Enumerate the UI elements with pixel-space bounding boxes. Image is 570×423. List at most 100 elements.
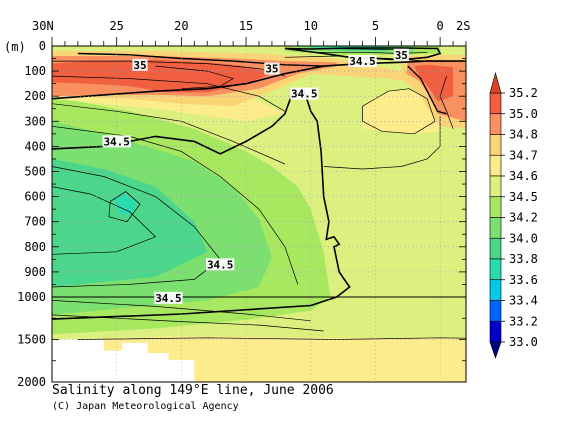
contour-thin-15 bbox=[323, 116, 441, 170]
x-tick-label: 2S bbox=[456, 19, 470, 33]
contour-label-bg bbox=[348, 55, 377, 68]
contour-lines bbox=[52, 47, 466, 340]
y-tick-label: 200 bbox=[24, 89, 46, 103]
credit-text: (C) Japan Meteorological Agency bbox=[52, 401, 239, 412]
contour-label: 34.5 bbox=[205, 258, 235, 271]
contour-label: 35 bbox=[264, 62, 280, 76]
x-tick-label: 15 bbox=[239, 19, 253, 33]
contour-label: 35 bbox=[393, 48, 409, 62]
x-tick-label: 5 bbox=[372, 19, 379, 33]
grid-lines bbox=[52, 46, 466, 382]
y-tick-label: 300 bbox=[24, 114, 46, 128]
contour-label: 34.5 bbox=[154, 291, 183, 305]
colorbar-label: 34.5 bbox=[509, 190, 538, 204]
colorbar-top-arrow bbox=[489, 71, 502, 94]
colorbar-label: 34.2 bbox=[509, 211, 538, 225]
x-tick-label: 10 bbox=[304, 19, 318, 33]
contour-label-text: 35 bbox=[395, 49, 408, 62]
contour-thin-14 bbox=[362, 88, 436, 135]
y-axis-label: (m) bbox=[4, 40, 26, 54]
contour-label-bg bbox=[132, 58, 148, 71]
contour-thin-10 bbox=[155, 65, 234, 90]
colorbar-label: 34.8 bbox=[509, 128, 538, 142]
contour-label: 34.5 bbox=[102, 135, 131, 148]
contour-thin-4 bbox=[52, 186, 157, 255]
contour-label: 35 bbox=[132, 58, 148, 72]
colorbar-bottom-arrow bbox=[489, 341, 502, 359]
contour-label-text: 35 bbox=[133, 59, 146, 72]
colorbar-label: 33.8 bbox=[509, 252, 538, 266]
contour-thin-5 bbox=[108, 191, 141, 223]
y-tick-label: 1000 bbox=[17, 290, 46, 304]
contour-label-text: 34.5 bbox=[291, 88, 318, 101]
chart-title: Salinity along 149°E line, June 2006 bbox=[52, 383, 334, 398]
x-tick-label: 25 bbox=[109, 19, 123, 33]
y-tick-label: 800 bbox=[24, 240, 46, 254]
contour-thin-16 bbox=[439, 75, 454, 129]
salinity-region-north-340 bbox=[52, 158, 208, 287]
x-tick-label: 20 bbox=[174, 19, 188, 33]
contour-thin-6 bbox=[52, 300, 311, 322]
contour-label-text: 35 bbox=[265, 63, 278, 76]
colorbar-label: 34.7 bbox=[509, 148, 538, 162]
colorbar-label: 35.0 bbox=[509, 107, 538, 121]
no-data-gap bbox=[52, 339, 195, 382]
contour-thin-3 bbox=[52, 166, 221, 288]
contour-thin-0 bbox=[52, 75, 286, 112]
colorbar-swatch bbox=[489, 175, 502, 198]
contour-label-text: 34.5 bbox=[207, 258, 234, 271]
contour-label-bg bbox=[393, 48, 409, 61]
contour-label-bg bbox=[102, 135, 131, 148]
y-tick-label: 2000 bbox=[17, 375, 46, 389]
salinity-region-south-352 bbox=[414, 64, 454, 102]
y-tick-label: 500 bbox=[24, 165, 46, 179]
colorbar-swatch bbox=[489, 196, 502, 218]
contour-label-text: 34.5 bbox=[155, 292, 182, 305]
contour-35-north bbox=[52, 60, 466, 100]
salinity-region-north-338 bbox=[114, 194, 137, 215]
contour-label-bg bbox=[205, 258, 235, 271]
colorbar: 35.2 35.0 34.8 34.7 34.6 34.5 34.2 34.0 33.8 33.6… bbox=[489, 71, 538, 359]
y-tick-label: 900 bbox=[24, 265, 46, 279]
colorbar-label: 33.4 bbox=[509, 294, 538, 308]
contour-thin-12 bbox=[310, 51, 428, 54]
contour-34-5-surface bbox=[284, 47, 442, 61]
colorbar-swatch bbox=[489, 320, 502, 343]
contour-label-bg bbox=[264, 62, 280, 75]
colorbar-swatch bbox=[489, 154, 502, 177]
colorbar-label: 35.2 bbox=[509, 86, 538, 100]
contour-35-south bbox=[407, 65, 447, 115]
contour-label: 34.5 bbox=[290, 87, 319, 101]
colorbar-label: 33.0 bbox=[509, 335, 538, 349]
y-tick-label: 1500 bbox=[17, 333, 46, 347]
x-tick-label: 0 bbox=[437, 19, 444, 33]
contour-label-bg bbox=[290, 87, 319, 100]
x-axis: 30N 25 20 15 10 5 0 2S bbox=[32, 19, 470, 46]
y-tick-label: 0 bbox=[39, 39, 46, 53]
contour-35-upper bbox=[77, 52, 324, 67]
contour-thin-1 bbox=[52, 103, 286, 165]
x-tick-label: 30N bbox=[32, 19, 54, 33]
colorbar-swatch bbox=[489, 279, 502, 301]
contour-34-5-main bbox=[52, 90, 351, 320]
colorbar-label: 34.0 bbox=[509, 231, 538, 245]
salinity-region-south-347 bbox=[362, 89, 441, 134]
colorbar-swatch bbox=[489, 92, 502, 115]
salinity-region-core-352 bbox=[52, 59, 272, 93]
contour-labels: 35 35 35 34.5 34.5 34.5 34.5 34.5 bbox=[102, 48, 409, 305]
colorbar-swatch bbox=[489, 258, 502, 281]
colorbar-swatch bbox=[489, 237, 502, 260]
colorbar-swatch bbox=[489, 217, 502, 239]
y-tick-label: 400 bbox=[24, 139, 46, 153]
contour-label-text: 34.5 bbox=[349, 55, 376, 68]
colorbar-swatch bbox=[489, 113, 502, 135]
y-tick-label: 700 bbox=[24, 215, 46, 229]
y-axis: 0 100 200 300 400 500 600 700 800 900 1000 1500 2000 bbox=[17, 39, 466, 389]
contour-label: 34.5 bbox=[348, 55, 377, 68]
y-tick-label: 100 bbox=[24, 64, 46, 78]
colorbar-swatch bbox=[489, 134, 502, 156]
colorbar-label: 34.6 bbox=[509, 169, 538, 183]
y-tick-label: 600 bbox=[24, 190, 46, 204]
colorbar-label: 33.6 bbox=[509, 273, 538, 287]
